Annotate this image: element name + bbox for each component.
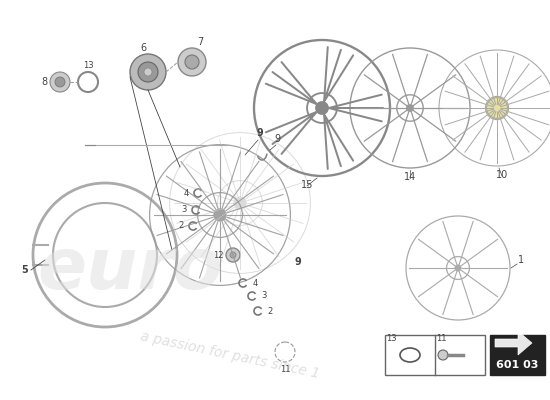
- Text: 6: 6: [140, 43, 146, 53]
- Text: 5: 5: [21, 265, 29, 275]
- Circle shape: [178, 48, 206, 76]
- Text: 11: 11: [436, 334, 446, 343]
- Text: 3: 3: [182, 206, 186, 214]
- Text: a passion for parts since 1: a passion for parts since 1: [139, 329, 321, 381]
- Text: 9: 9: [257, 128, 263, 138]
- Circle shape: [438, 350, 448, 360]
- Text: 7: 7: [197, 37, 203, 47]
- Text: 1: 1: [518, 255, 524, 265]
- Text: 13: 13: [386, 334, 397, 343]
- Text: 14: 14: [404, 172, 416, 182]
- Circle shape: [455, 265, 461, 271]
- Circle shape: [234, 197, 246, 209]
- Text: 13: 13: [82, 62, 94, 70]
- Circle shape: [55, 77, 65, 87]
- Text: 2: 2: [267, 306, 273, 316]
- Text: 3: 3: [261, 292, 267, 300]
- Text: 10: 10: [496, 170, 508, 180]
- Circle shape: [316, 102, 328, 114]
- Bar: [385, 335, 485, 375]
- Text: 11: 11: [280, 366, 290, 374]
- Circle shape: [185, 55, 199, 69]
- Text: 9: 9: [295, 257, 301, 267]
- Text: 4: 4: [183, 188, 189, 198]
- Circle shape: [144, 68, 152, 76]
- Text: 8: 8: [41, 77, 47, 87]
- Text: 4: 4: [252, 278, 257, 288]
- Text: 601 03: 601 03: [496, 360, 538, 370]
- Text: 15: 15: [301, 180, 313, 190]
- Circle shape: [406, 104, 414, 112]
- Circle shape: [487, 98, 508, 118]
- Circle shape: [138, 62, 158, 82]
- Circle shape: [50, 72, 70, 92]
- Circle shape: [226, 248, 240, 262]
- Text: 9: 9: [274, 134, 280, 144]
- Text: 12: 12: [213, 250, 223, 260]
- Circle shape: [494, 105, 501, 111]
- Bar: [490, 335, 545, 375]
- Text: euro: euro: [37, 236, 223, 304]
- Circle shape: [130, 54, 166, 90]
- Circle shape: [214, 209, 226, 221]
- Polygon shape: [495, 331, 532, 355]
- Text: 2: 2: [178, 222, 184, 230]
- Circle shape: [230, 252, 236, 258]
